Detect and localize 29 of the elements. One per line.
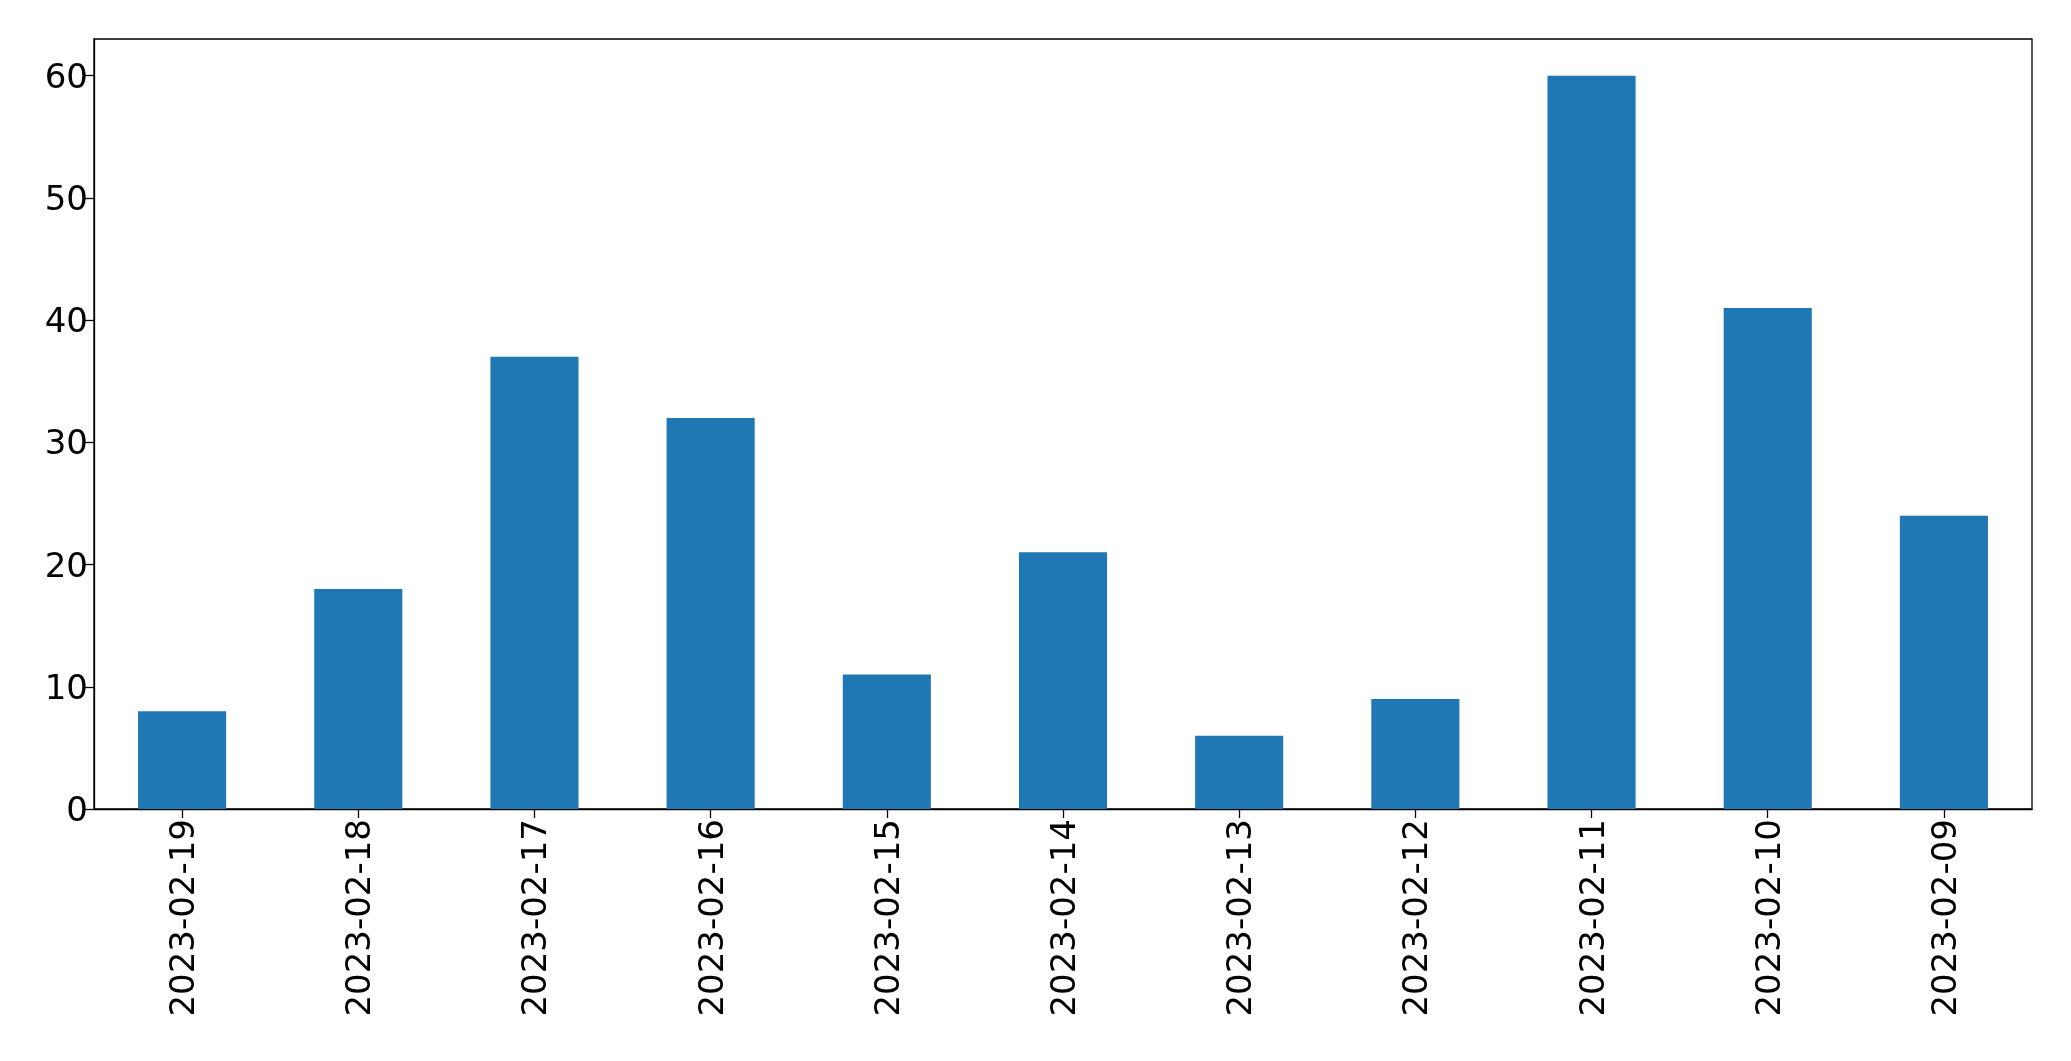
y-tick-label: 10 (44, 666, 88, 707)
y-tick-label: 0 (66, 789, 88, 829)
bar (842, 674, 931, 809)
x-tick-label: 2023-02-09 (1923, 819, 1964, 1017)
x-tick-label: 2023-02-18 (338, 819, 379, 1017)
y-tick-label: 30 (44, 422, 88, 463)
x-tick-label: 2023-02-17 (514, 819, 555, 1017)
x-tick-label: 2023-02-10 (1747, 819, 1788, 1017)
bar (1018, 552, 1108, 809)
y-tick-label: 50 (44, 177, 88, 218)
x-tick-label: 2023-02-12 (1395, 819, 1436, 1017)
bar (138, 711, 227, 809)
x-tick-label: 2023-02-16 (690, 819, 731, 1017)
bar (666, 417, 755, 809)
bar (1899, 515, 1988, 809)
bar (490, 356, 579, 809)
bar (1723, 307, 1812, 809)
x-tick-label: 2023-02-14 (1043, 819, 1083, 1017)
x-tick-label: 2023-02-11 (1571, 819, 1612, 1017)
y-tick-label: 60 (44, 55, 88, 96)
bar (1371, 699, 1460, 809)
y-tick-label: 20 (44, 544, 88, 585)
y-tick-label: 40 (44, 300, 88, 341)
x-tick-label: 2023-02-13 (1219, 819, 1260, 1017)
bar (1195, 735, 1284, 809)
x-tick-label: 2023-02-15 (866, 819, 907, 1017)
bar (314, 589, 403, 809)
x-tick-label: 2023-02-19 (162, 819, 203, 1017)
bar (1547, 75, 1636, 809)
